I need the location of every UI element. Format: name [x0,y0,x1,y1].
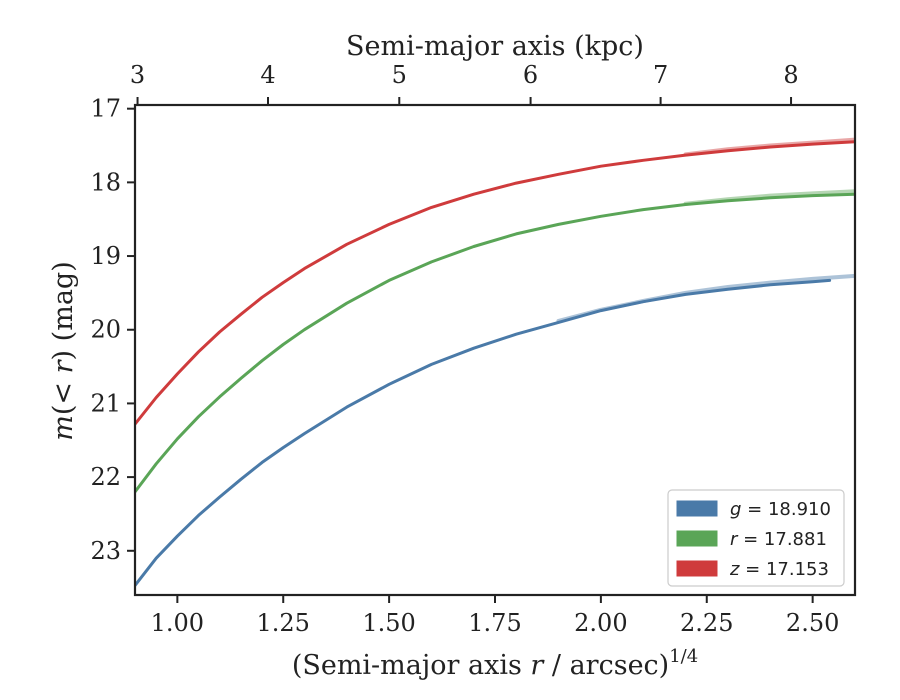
legend: g = 18.910 r = 17.881 z = 17.153 [667,489,845,587]
top-tick-label: 3 [130,61,145,89]
legend-swatch-r [676,530,718,547]
top-tick-label: 7 [653,61,668,89]
x-tick-label: 1.50 [362,609,415,637]
x-tick-label: 2.25 [680,609,733,637]
x-axis-title: (Semi-major axis r / arcsec)1/4 [292,646,698,681]
top-tick-label: 5 [392,61,407,89]
y-axis-title: m(< r) (mag) [48,261,79,440]
x-axis-bottom: 1.00 1.25 1.50 1.75 2.00 2.25 2.50 [151,595,839,637]
series-z-line [135,140,855,426]
series-r-line [135,192,855,494]
x-tick-label: 1.00 [151,609,204,637]
legend-label-r: r = 17.881 [730,529,827,550]
x-tick-label: 1.25 [257,609,310,637]
top-tick-label: 8 [783,61,798,89]
x-axis-title-var: r [530,650,545,681]
y-tick-label: 22 [90,463,121,491]
top-axis-title: Semi-major axis (kpc) [346,31,644,62]
x-axis-title-exponent: 1/4 [669,646,698,667]
x-axis-title-suffix: / arcsec) [543,650,669,681]
series-g-line [135,278,832,587]
x-tick-label: 2.50 [786,609,839,637]
top-tick-label: 6 [523,61,538,89]
y-tick-label: 21 [90,389,121,417]
y-axis-title-r: r [48,358,79,373]
x-tick-label: 1.75 [468,609,521,637]
y-tick-label: 17 [90,95,121,123]
x-axis-title-prefix: (Semi-major axis [292,650,531,681]
y-axis-left: 17 18 19 20 21 22 23 [90,95,135,565]
legend-swatch-g [676,500,718,517]
y-tick-label: 23 [90,537,121,565]
y-axis-title-lt: (< [48,373,79,415]
y-axis-title-m: m [48,415,79,441]
top-tick-label: 4 [260,61,275,89]
y-tick-label: 18 [90,168,121,196]
y-tick-label: 19 [90,242,121,270]
legend-swatch-z [676,560,718,577]
y-tick-label: 20 [90,316,121,344]
legend-label-g: g = 18.910 [730,499,831,520]
x-tick-label: 2.00 [574,609,627,637]
y-axis-title-unit: ) (mag) [48,261,79,360]
x-axis-top: 3 4 5 6 7 8 [130,61,799,105]
legend-label-z: z = 17.153 [729,559,829,580]
